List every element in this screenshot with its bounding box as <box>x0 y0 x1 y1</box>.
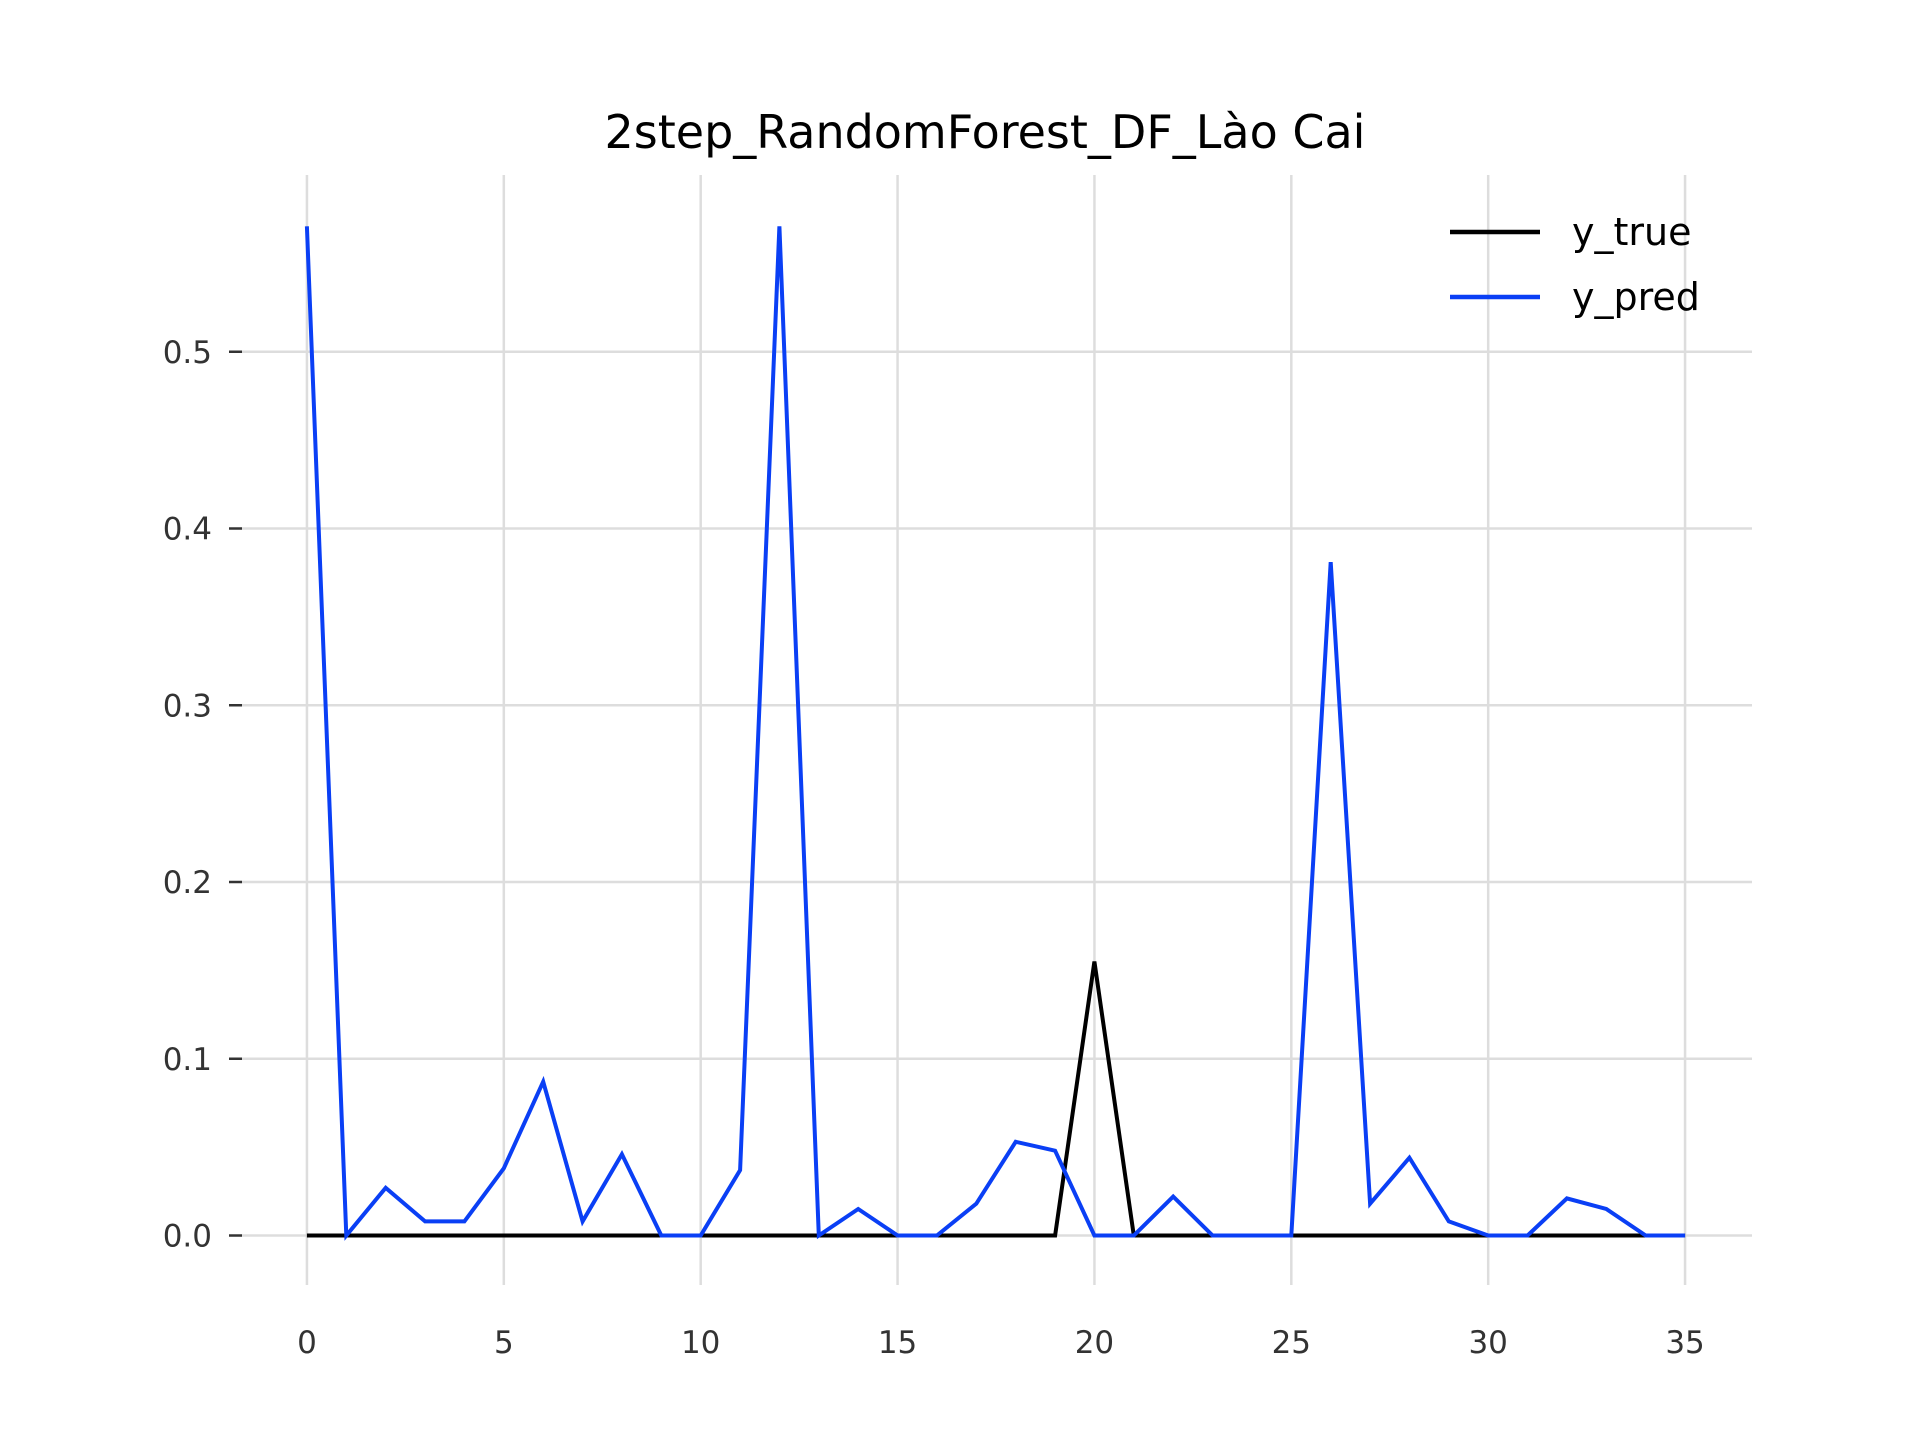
y-tick-label: 0.3 <box>163 688 212 724</box>
y-tick-label: 0.1 <box>163 1042 212 1078</box>
x-tick-label: 15 <box>878 1325 917 1361</box>
x-tick-label: 30 <box>1468 1325 1507 1361</box>
x-tick-label: 10 <box>681 1325 720 1361</box>
chart-title: 2step_RandomForest_DF_Lào Cai <box>605 105 1366 159</box>
y-tick-label: 0.5 <box>163 335 212 371</box>
x-tick-label: 0 <box>297 1325 317 1361</box>
x-tick-label: 25 <box>1272 1325 1311 1361</box>
legend-label-y-true: y_true <box>1572 210 1691 254</box>
x-tick-label: 20 <box>1075 1325 1114 1361</box>
y-tick-label: 0.4 <box>163 512 212 548</box>
legend: y_true y_pred <box>1450 210 1700 319</box>
x-tick-label: 5 <box>494 1325 514 1361</box>
y-tick-label: 0.2 <box>163 865 212 901</box>
y-tick-label: 0.0 <box>163 1219 212 1255</box>
series-line-y-pred <box>304 226 1686 1241</box>
series-line-y-true <box>306 961 1686 1238</box>
x-tick-label: 35 <box>1665 1325 1704 1361</box>
legend-label-y-pred: y_pred <box>1572 275 1700 319</box>
series-lines <box>304 226 1686 1241</box>
axes: 0 5 10 15 20 25 30 35 0.0 0.1 0.2 0.3 0.4 0.5 <box>163 335 1705 1361</box>
